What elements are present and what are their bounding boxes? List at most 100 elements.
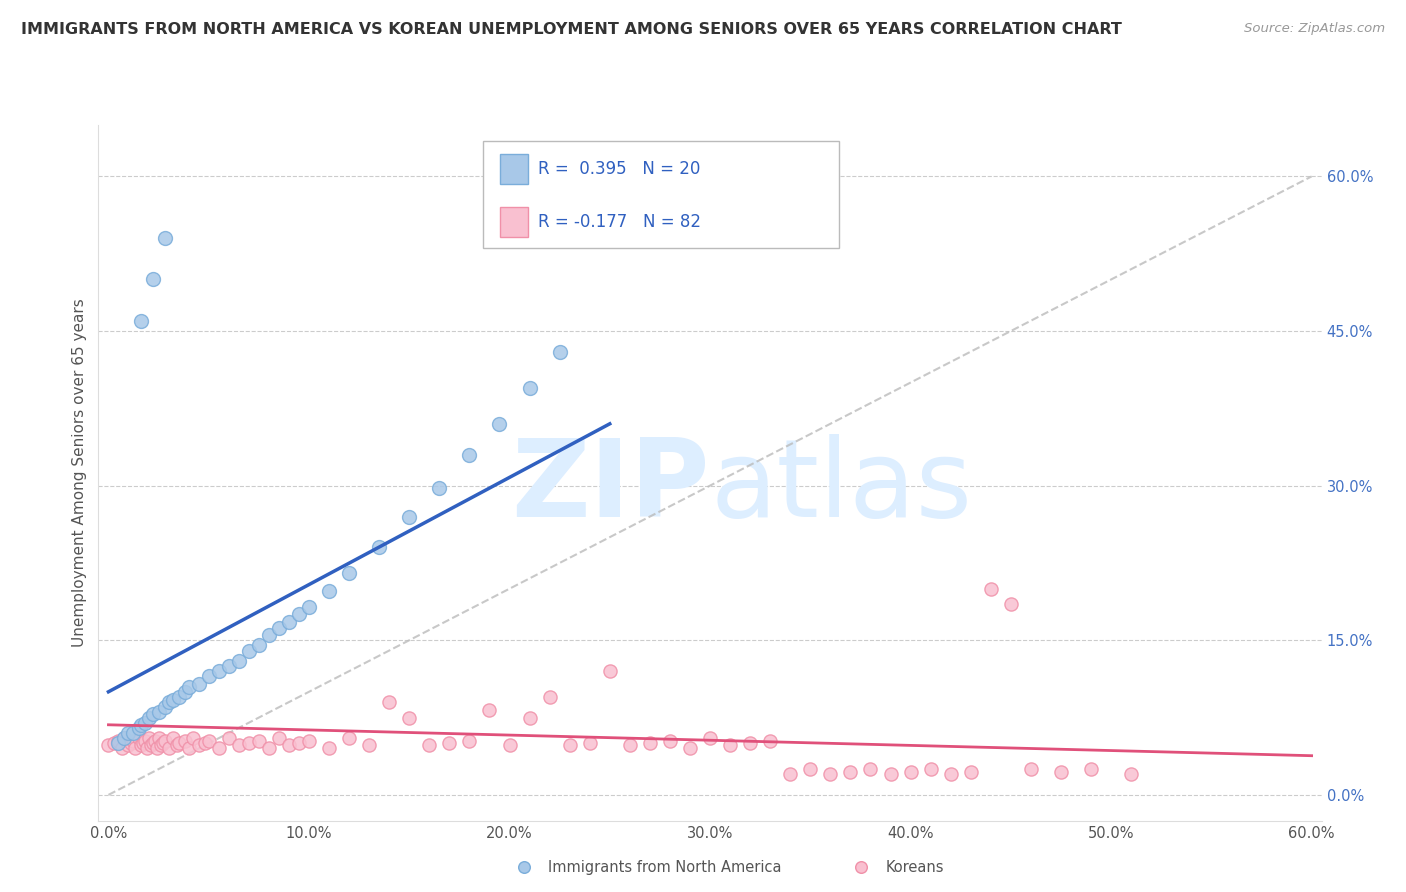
Point (247, 734, 270, 748)
Point (699, 731, 721, 746)
Point (900, 765, 922, 780)
Point (298, 600, 321, 615)
Point (121, 734, 143, 748)
Point (218, 731, 240, 746)
Point (267, 731, 290, 746)
Point (124, 741, 146, 756)
Point (153, 734, 176, 748)
Point (519, 381, 541, 395)
Point (1121, 767, 1143, 781)
Point (135, 741, 157, 756)
Point (218, 659, 240, 673)
Point (277, 615, 299, 629)
Point (1019, 762, 1042, 776)
Point (488, 417, 510, 431)
Point (939, 767, 962, 781)
Point (718, 739, 741, 753)
Point (980, 582, 1002, 596)
Point (148, 731, 170, 746)
Point (142, 272, 165, 286)
Text: Koreans: Koreans (886, 860, 945, 874)
Point (208, 664, 231, 678)
Point (337, 731, 360, 746)
Point (247, 639, 270, 653)
Point (578, 736, 600, 750)
Point (197, 669, 219, 683)
Point (111, 741, 134, 756)
Point (129, 739, 152, 753)
Point (138, 710, 160, 724)
Point (238, 736, 260, 750)
Point (658, 734, 681, 748)
Point (107, 734, 129, 748)
Point (458, 448, 481, 462)
Point (208, 741, 231, 756)
Point (117, 726, 139, 740)
Point (131, 736, 153, 750)
Point (114, 731, 136, 746)
Point (138, 731, 160, 746)
Point (197, 734, 219, 748)
Point (134, 734, 156, 748)
Point (149, 739, 172, 753)
Point (759, 734, 782, 748)
Point (228, 739, 250, 753)
Point (538, 690, 561, 704)
Point (359, 739, 381, 753)
Point (152, 736, 174, 750)
Point (920, 762, 942, 776)
Point (1000, 597, 1022, 611)
Point (820, 767, 842, 781)
Point (162, 731, 184, 746)
Text: Source: ZipAtlas.com: Source: ZipAtlas.com (1244, 22, 1385, 36)
Point (167, 736, 190, 750)
Point (548, 344, 571, 359)
Point (1050, 765, 1073, 780)
Point (318, 583, 340, 598)
Text: R =  0.395   N = 20: R = 0.395 N = 20 (537, 160, 700, 178)
Point (181, 731, 204, 746)
Point (187, 676, 209, 690)
Point (129, 718, 152, 732)
Point (638, 736, 661, 750)
Point (619, 739, 641, 753)
Point (103, 736, 125, 750)
Point (120, 736, 142, 750)
Point (128, 721, 150, 735)
Point (779, 767, 801, 781)
Point (298, 734, 321, 748)
Point (142, 736, 165, 750)
Point (228, 654, 250, 668)
Point (959, 765, 981, 780)
Point (679, 741, 702, 756)
Point (859, 762, 882, 776)
Point (177, 680, 200, 694)
Y-axis label: Unemployment Among Seniors over 65 years: Unemployment Among Seniors over 65 years (72, 299, 87, 647)
Point (288, 607, 311, 622)
Point (277, 739, 299, 753)
Point (740, 736, 762, 750)
Point (398, 710, 420, 724)
Point (439, 736, 461, 750)
Point (157, 695, 180, 709)
Point (558, 739, 581, 753)
Point (153, 700, 176, 714)
Point (167, 690, 190, 704)
Text: R = -0.177   N = 82: R = -0.177 N = 82 (537, 213, 700, 231)
Point (142, 707, 165, 722)
Point (107, 736, 129, 750)
Point (849, 860, 872, 874)
Point (173, 685, 195, 699)
Point (238, 643, 260, 657)
Point (368, 541, 391, 555)
Point (143, 734, 166, 748)
Point (166, 739, 188, 753)
Point (162, 693, 184, 707)
Point (427, 481, 450, 495)
Point (114, 731, 136, 746)
Text: atlas: atlas (710, 434, 972, 540)
Point (879, 767, 901, 781)
Point (173, 734, 195, 748)
Point (139, 739, 162, 753)
Point (398, 509, 420, 524)
